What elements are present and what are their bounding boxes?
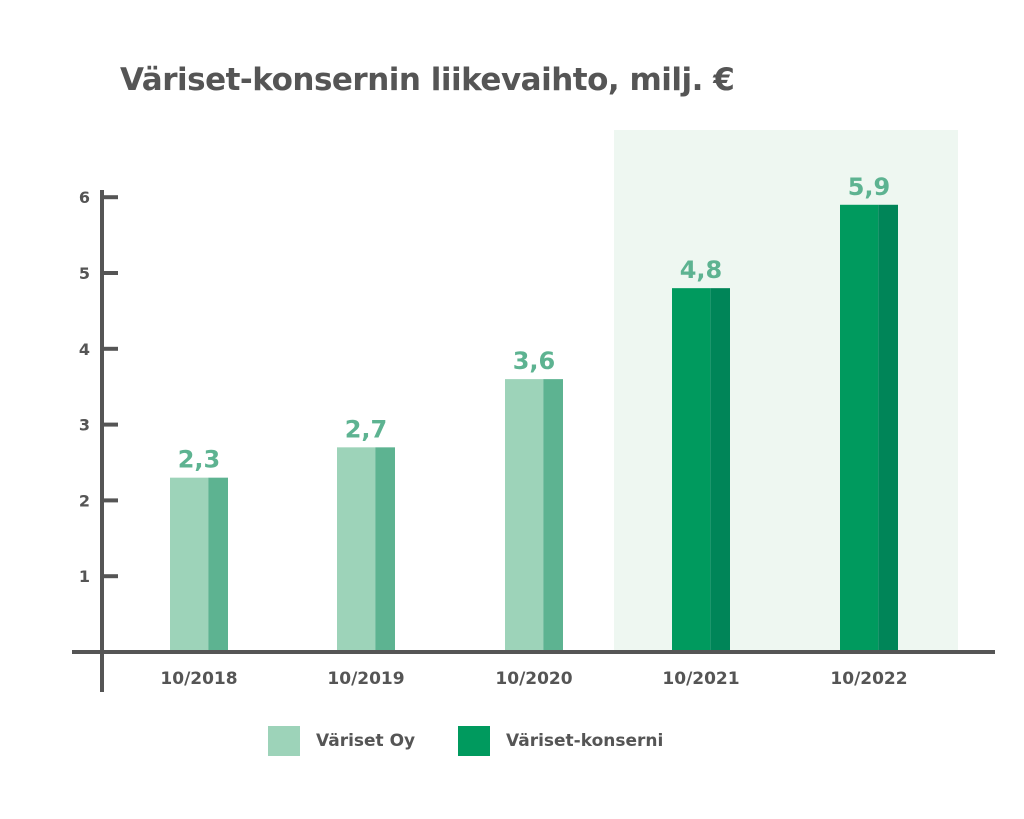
x-tick-label: 10/2020 bbox=[495, 669, 572, 689]
legend-label-variset-konserni: Väriset-konserni bbox=[506, 731, 664, 751]
data-label: 5,9 bbox=[848, 173, 891, 201]
bar-front-face bbox=[840, 204, 879, 652]
y-tick-label: 5 bbox=[79, 264, 90, 283]
x-tick-label: 10/2018 bbox=[160, 669, 237, 689]
bar-side-face bbox=[208, 477, 228, 652]
y-tick-label: 4 bbox=[79, 340, 90, 359]
x-tick-label: 10/2019 bbox=[327, 669, 404, 689]
data-label: 2,3 bbox=[178, 446, 221, 474]
legend-swatch-variset-konserni bbox=[458, 726, 490, 756]
data-label: 3,6 bbox=[513, 347, 556, 375]
bar-front-face bbox=[170, 477, 209, 652]
bar-side-face bbox=[878, 204, 898, 652]
legend-label-variset-oy: Väriset Oy bbox=[316, 731, 416, 751]
bar-side-face bbox=[543, 379, 563, 652]
y-tick-label: 2 bbox=[79, 491, 90, 510]
x-tick-label: 10/2021 bbox=[662, 669, 739, 689]
data-label: 2,7 bbox=[345, 415, 388, 443]
bar-front-face bbox=[672, 288, 711, 652]
x-tick-label: 10/2022 bbox=[830, 669, 907, 689]
legend-item-variset-oy: Väriset Oy bbox=[268, 726, 415, 756]
legend-item-variset-konserni: Väriset-konserni bbox=[458, 726, 663, 756]
bar-10-2021 bbox=[672, 288, 730, 652]
legend-swatch-variset-oy bbox=[268, 726, 300, 756]
bar-10-2018 bbox=[170, 477, 228, 652]
y-tick-label: 6 bbox=[79, 188, 90, 207]
bar-front-face bbox=[337, 447, 376, 652]
bar-10-2019 bbox=[337, 447, 395, 652]
bar-side-face bbox=[375, 447, 395, 652]
y-tick-label: 3 bbox=[79, 416, 90, 435]
highlight-region bbox=[614, 130, 958, 652]
chart-title: Väriset-konsernin liikevaihto, milj. € bbox=[120, 62, 735, 98]
bar-side-face bbox=[710, 288, 730, 652]
y-tick-label: 1 bbox=[79, 567, 90, 586]
bar-10-2020 bbox=[505, 379, 563, 652]
bar-front-face bbox=[505, 379, 544, 652]
bar-10-2022 bbox=[840, 204, 898, 652]
data-label: 4,8 bbox=[680, 256, 723, 284]
chart-legend: Väriset Oy Väriset-konserni bbox=[0, 726, 1024, 760]
